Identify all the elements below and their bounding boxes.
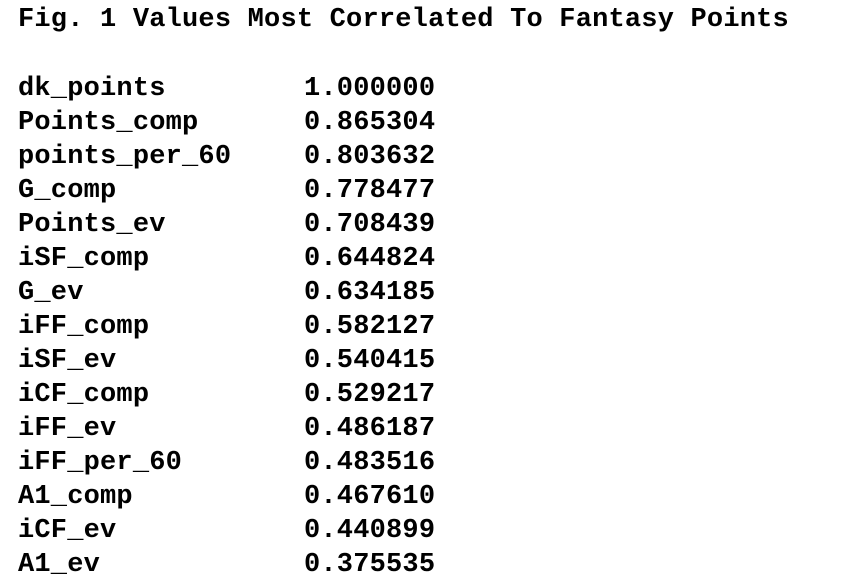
table-row: G_ev 0.634185: [18, 276, 848, 310]
table-row: points_per_60 0.803632: [18, 140, 848, 174]
row-label: iCF_ev: [18, 516, 117, 546]
row-value: 0.440899: [304, 516, 436, 546]
table-row: G_comp 0.778477: [18, 174, 848, 208]
row-label: G_comp: [18, 176, 117, 206]
correlation-table: dk_points 1.000000 Points_comp 0.865304 …: [18, 72, 848, 582]
table-row: iFF_ev 0.486187: [18, 412, 848, 446]
row-label: iFF_comp: [18, 312, 150, 342]
row-value: 0.540415: [304, 346, 436, 376]
row-value: 0.467610: [304, 482, 436, 512]
figure-title: Fig. 1 Values Most Correlated To Fantasy…: [18, 5, 789, 35]
row-value: 0.529217: [304, 380, 436, 410]
table-row: iFF_per_60 0.483516: [18, 446, 848, 480]
table-row: Points_ev 0.708439: [18, 208, 848, 242]
row-label: points_per_60: [18, 142, 232, 172]
table-row: dk_points 1.000000: [18, 72, 848, 106]
row-value: 0.483516: [304, 448, 436, 478]
table-row: A1_ev 0.375535: [18, 548, 848, 582]
row-value: 0.375535: [304, 550, 436, 580]
row-label: Points_ev: [18, 210, 166, 240]
row-label: A1_comp: [18, 482, 133, 512]
table-row: iFF_comp 0.582127: [18, 310, 848, 344]
row-label: A1_ev: [18, 550, 101, 580]
row-label: iCF_comp: [18, 380, 150, 410]
row-label: iFF_ev: [18, 414, 117, 444]
table-row: iCF_ev 0.440899: [18, 514, 848, 548]
row-value: 1.000000: [304, 74, 436, 104]
table-row: Points_comp 0.865304: [18, 106, 848, 140]
row-label: iSF_comp: [18, 244, 150, 274]
row-label: Points_comp: [18, 108, 199, 138]
row-value: 0.634185: [304, 278, 436, 308]
table-row: iSF_comp 0.644824: [18, 242, 848, 276]
row-value: 0.708439: [304, 210, 436, 240]
row-label: iFF_per_60: [18, 448, 183, 478]
row-label: dk_points: [18, 74, 166, 104]
row-value: 0.803632: [304, 142, 436, 172]
document: Fig. 1 Values Most Correlated To Fantasy…: [18, 4, 848, 582]
row-value: 0.644824: [304, 244, 436, 274]
table-row: iCF_comp 0.529217: [18, 378, 848, 412]
table-row: A1_comp 0.467610: [18, 480, 848, 514]
row-value: 0.582127: [304, 312, 436, 342]
row-label: G_ev: [18, 278, 84, 308]
row-label: iSF_ev: [18, 346, 117, 376]
table-row: iSF_ev 0.540415: [18, 344, 848, 378]
row-value: 0.778477: [304, 176, 436, 206]
row-value: 0.486187: [304, 414, 436, 444]
row-value: 0.865304: [304, 108, 436, 138]
